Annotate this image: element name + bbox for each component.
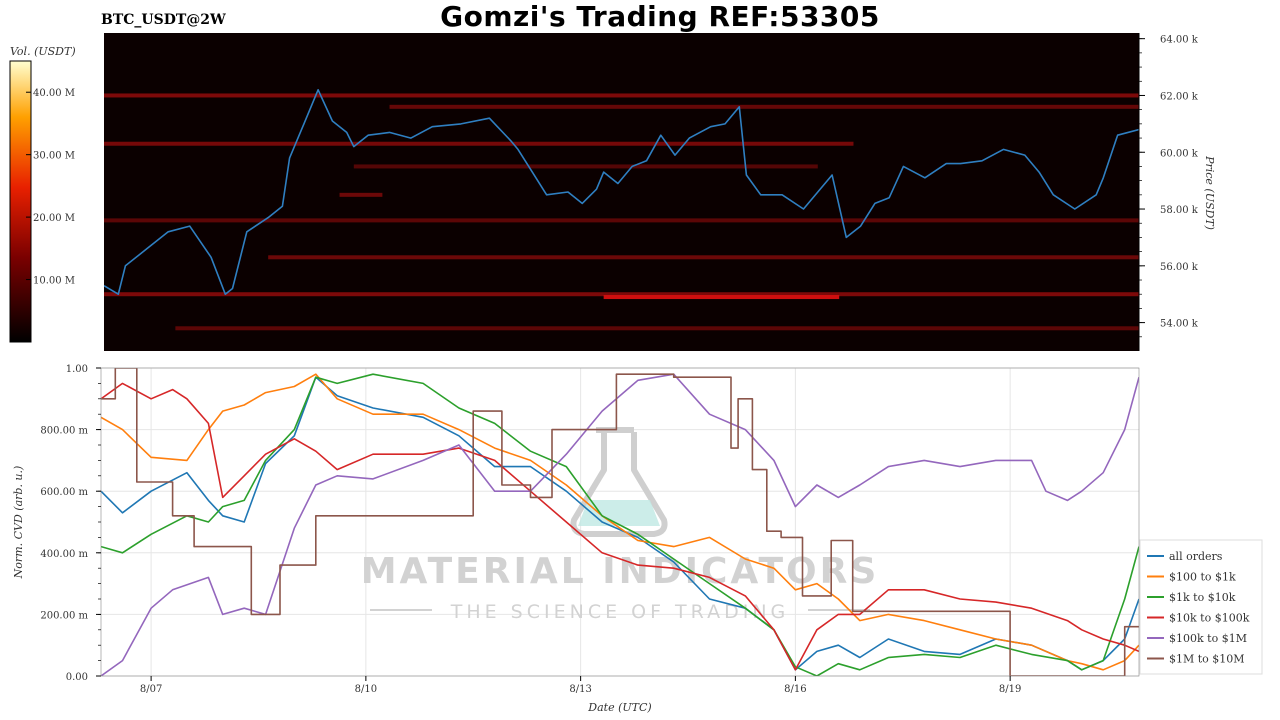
watermark: MATERIAL INDICATORS THE SCIENCE OF TRADI… [361,427,880,623]
cvd-y-tick-label: 1.00 [66,364,88,375]
colorbar-label: Vol. (USDT) [10,45,76,58]
legend-label: $100k to $1M [1169,632,1247,645]
series-line [101,373,1139,676]
liquidity-band [268,255,1139,260]
liquidity-band [104,93,1139,98]
x-tick-label: 8/07 [140,684,162,695]
x-tick-label: 8/19 [999,684,1021,695]
colorbar [9,60,32,343]
chart-title: Gomzi's Trading REF:53305 [440,0,880,33]
liquidity-band [175,326,1139,331]
price-tick-label: 60.00 k [1160,148,1199,159]
price-tick-label: 62.00 k [1160,91,1199,102]
price-tick-label: 64.00 k [1160,35,1199,46]
cvd-y-tick-label: 200.00 m [40,610,88,621]
liquidity-band [603,295,840,300]
liquidity-band [104,292,1139,297]
colorbar-tick-label: 20.00 M [33,213,75,224]
series-line [101,373,1139,671]
cvd-y-tick-label: 800.00 m [40,426,88,437]
flask-liquid [578,500,660,526]
cvd-y-tick-label: 0.00 [66,672,88,683]
series-line [101,373,1139,676]
legend-label: $10k to $100k [1169,612,1250,625]
liquidity-band [353,164,818,169]
x-tick-label: 8/16 [784,684,806,695]
watermark-line2: THE SCIENCE OF TRADING [450,601,790,623]
liquidity-band [389,104,1139,109]
legend-label: $1M to $10M [1169,653,1245,666]
price-tick-label: 56.00 k [1160,262,1199,273]
price-tick-label: 54.00 k [1160,319,1199,330]
series-line [101,382,1139,671]
colorbar-tick-label: 10.00 M [33,276,75,287]
colorbar-tick-label: 30.00 M [33,151,75,162]
symbol-label: BTC_USDT@2W [101,12,226,28]
legend-box [1139,539,1263,675]
cvd-y-tick-label: 600.00 m [40,487,88,498]
legend-label: $1k to $10k [1169,591,1236,604]
cvd-y-axis-label: Norm. CVD (arb. u.) [12,466,25,580]
heatmap-background [104,33,1139,351]
legend-label: all orders [1169,550,1223,563]
price-axis-label: Price (USDT) [1203,155,1216,230]
x-tick-label: 8/10 [355,684,377,695]
cvd-y-tick-label: 400.00 m [40,549,88,560]
colorbar-tick-label: 40.00 M [33,88,75,99]
x-tick-label: 8/13 [569,684,591,695]
price-line [104,89,1139,295]
liquidity-band [339,192,383,197]
watermark-line1: MATERIAL INDICATORS [361,551,880,592]
price-tick-label: 58.00 k [1160,205,1199,216]
liquidity-band [104,218,1139,223]
x-axis-label: Date (UTC) [587,701,651,714]
liquidity-band [104,141,854,146]
legend-label: $100 to $1k [1169,571,1236,584]
series-line [101,368,1139,676]
